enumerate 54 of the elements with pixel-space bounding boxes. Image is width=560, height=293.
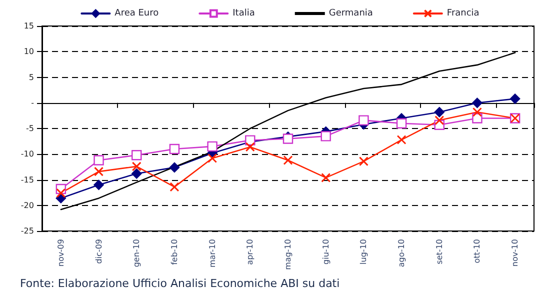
- x-tick-label: dic-09: [94, 239, 104, 264]
- point: [132, 168, 142, 179]
- point: [132, 162, 142, 172]
- point: [169, 144, 180, 154]
- y-tick-label: -10: [20, 150, 34, 159]
- legend-label: Area Euro: [114, 8, 160, 18]
- x-tick-label: mar-10: [208, 239, 217, 268]
- point: [94, 155, 104, 166]
- x-tick-label: set-10: [434, 239, 444, 264]
- y-tick-label: -: [31, 98, 34, 108]
- point: [358, 115, 369, 126]
- x-tick-label: gen-10: [132, 239, 142, 268]
- y-tick-label: 5: [28, 72, 34, 82]
- point: [320, 131, 331, 142]
- point: [94, 180, 104, 190]
- y-tick-label: -5: [26, 124, 34, 133]
- x-tick-label: ott-10: [472, 239, 482, 264]
- point: [434, 116, 444, 126]
- x-tick-label: apr-10: [246, 239, 255, 265]
- legend-label: Germania: [328, 8, 373, 18]
- point: [358, 156, 368, 166]
- point: [208, 153, 218, 163]
- point: [396, 118, 407, 128]
- legend-label: Italia: [232, 8, 255, 18]
- legend-label: Francia: [446, 8, 480, 18]
- y-tick-label: 15: [24, 22, 34, 30]
- point: [472, 113, 482, 124]
- y-tick-label: 10: [24, 47, 34, 56]
- point: [56, 188, 66, 198]
- x-tick-label: giu-10: [321, 239, 330, 264]
- point: [321, 172, 331, 182]
- point: [434, 107, 444, 118]
- point: [132, 150, 142, 160]
- source-note: Fonte: Elaborazione Ufficio Analisi Economiche ABI su dati: [20, 277, 340, 290]
- y-tick-label: -20: [20, 200, 34, 210]
- point: [170, 182, 180, 192]
- point: [472, 98, 482, 108]
- x-tick-label: ago-10: [397, 239, 406, 268]
- x-tick-label: feb-10: [170, 239, 179, 265]
- point: [245, 142, 255, 152]
- x-tick-label: nov-09: [56, 239, 66, 267]
- x-tick-label: mag-10: [284, 239, 292, 270]
- point: [207, 141, 218, 152]
- point: [169, 162, 180, 173]
- x-tick-label: nov-10: [510, 239, 520, 267]
- y-tick-label: -15: [20, 175, 34, 184]
- point: [94, 166, 104, 176]
- y-tick-label: -25: [20, 226, 34, 236]
- point: [396, 135, 406, 145]
- point: [283, 156, 293, 166]
- point: [282, 134, 294, 144]
- point: [472, 107, 482, 117]
- x-tick-label: lug-10: [359, 239, 368, 264]
- point: [510, 94, 520, 104]
